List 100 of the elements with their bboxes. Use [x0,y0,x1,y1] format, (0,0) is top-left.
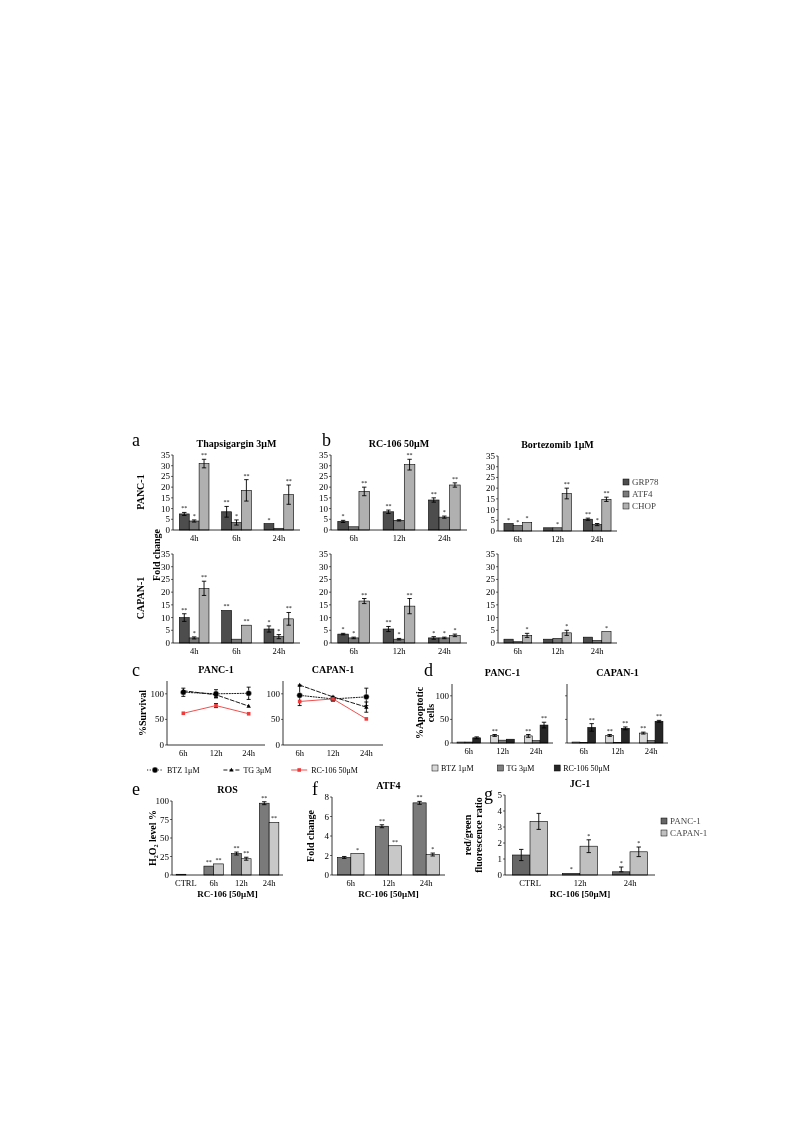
x-tick-label: 12h [496,746,510,756]
y-tick-label: 25 [161,471,171,482]
y-tick-label: 35 [319,549,329,559]
y-tick-label: 2 [497,838,502,848]
x-tick-label: 6h [179,748,189,758]
legend-label: PANC-1 [670,816,701,826]
y-tick-label: 30 [486,461,496,472]
y-tick-label: 10 [161,503,171,514]
x-tick-label: 6h [209,878,219,888]
legend-label: TG 3μM [243,766,272,775]
x-tick-label: 24h [529,746,544,756]
legend-label: CHOP [632,501,657,511]
y-tick-label: 10 [486,612,496,623]
x-tick-label: 12h [551,646,565,656]
y-tick-label: 0 [164,870,170,880]
y-axis-title: H₂O₂ level % [147,810,158,866]
x-tick-label: 12h [573,878,588,888]
y-axis-title: %Apoptotic cells [413,686,436,740]
y-tick-label: 25 [319,471,329,482]
x-tick-label: 24h [644,746,659,756]
x-tick-label: 6h [232,646,242,656]
y-axis-title: Fold change [305,809,316,862]
y-tick-label: 15 [319,492,329,503]
y-tick-label: 5 [497,790,503,800]
y-tick-label: 5 [165,514,171,525]
y-tick-label: 25 [161,574,171,585]
x-tick-label: 24h [419,878,434,888]
y-tick-label: 35 [486,451,496,461]
x-tick-label: CTRL [519,878,541,888]
y-tick-label: 2 [324,850,329,861]
y-tick-label: 20 [161,482,171,493]
y-tick-label: 5 [323,625,329,636]
text: g [484,784,493,804]
x-tick-label: 12h [551,534,565,544]
x-tick-label: 24h [262,878,277,888]
x-tick-label: 4h [189,646,200,656]
x-tick-label: 12h [235,878,249,888]
legend-label: GRP78 [632,477,660,487]
y-tick-label: 10 [486,504,496,515]
y-tick-label: 20 [319,587,329,598]
x-tick-label: 24h [437,533,452,543]
x-tick-label: 12h [382,878,396,888]
y-tick-label: 0 [444,738,450,748]
y-tick-label: 30 [161,460,171,471]
x-tick-label: 24h [359,748,374,758]
y-tick-label: 15 [486,599,496,610]
y-tick-label: 50 [155,714,165,725]
y-tick-label: 5 [323,514,329,525]
y-axis-title: Fold change [151,528,162,581]
chart-title: Thapsigargin 3μM [196,438,277,449]
x-tick-label: 24h [272,646,286,656]
chart-title: PANC-1 [198,664,234,675]
text: PANC-1 [135,474,146,510]
y-tick-label: 50 [440,714,450,725]
y-tick-label: 100 [150,688,165,699]
y-tick-label: 4 [497,806,503,816]
y-tick-label: 0 [323,525,329,535]
y-tick-label: 75 [160,814,170,825]
x-tick-label: 12h [392,646,407,656]
y-tick-label: 30 [319,460,329,471]
legend-label: BTZ 1μM [167,766,200,775]
chart-title: ROS [217,784,239,795]
y-tick-label: 25 [160,851,170,862]
y-tick-label: 0 [275,740,281,750]
y-tick-label: 0 [159,740,165,750]
text: b [322,430,331,450]
y-tick-label: 15 [161,492,171,503]
chart-title: CAPAN-1 [311,664,355,675]
y-tick-label: 0 [324,870,330,880]
y-axis-title: red/green fluorescence ratio [461,797,484,873]
y-tick-label: 25 [319,574,329,585]
y-tick-label: 30 [486,561,496,572]
text: CAPAN-1 [135,576,146,620]
y-tick-label: 15 [161,599,171,610]
chart-title: CAPAN-1 [596,667,639,678]
chart-title: RC-106 50μM [368,438,430,449]
legend-label: ATF4 [632,489,653,499]
y-tick-label: 8 [324,792,330,802]
y-tick-label: 35 [161,450,171,460]
x-axis-title: RC-106 [50μM] [197,889,258,899]
y-tick-label: 30 [161,561,171,572]
chart-title: Bortezomib 1μM [521,439,595,450]
y-tick-label: 35 [161,549,171,559]
legend-label: BTZ 1μM [441,764,474,773]
x-tick-label: 6h [349,533,359,543]
y-tick-label: 100 [435,690,450,701]
y-tick-label: 0 [165,638,171,648]
x-tick-label: 6h [349,646,359,656]
y-tick-label: 15 [319,599,329,610]
y-tick-label: 25 [486,574,496,585]
x-tick-label: 6h [232,533,242,543]
y-tick-label: 20 [486,483,496,494]
y-tick-label: 20 [319,482,329,493]
x-tick-label: 24h [437,646,452,656]
y-tick-label: 10 [319,503,329,514]
x-tick-label: 4h [189,533,200,543]
y-tick-label: 5 [490,515,496,526]
text: c [132,660,140,680]
y-tick-label: 100 [155,796,170,806]
x-tick-label: 24h [590,646,605,656]
